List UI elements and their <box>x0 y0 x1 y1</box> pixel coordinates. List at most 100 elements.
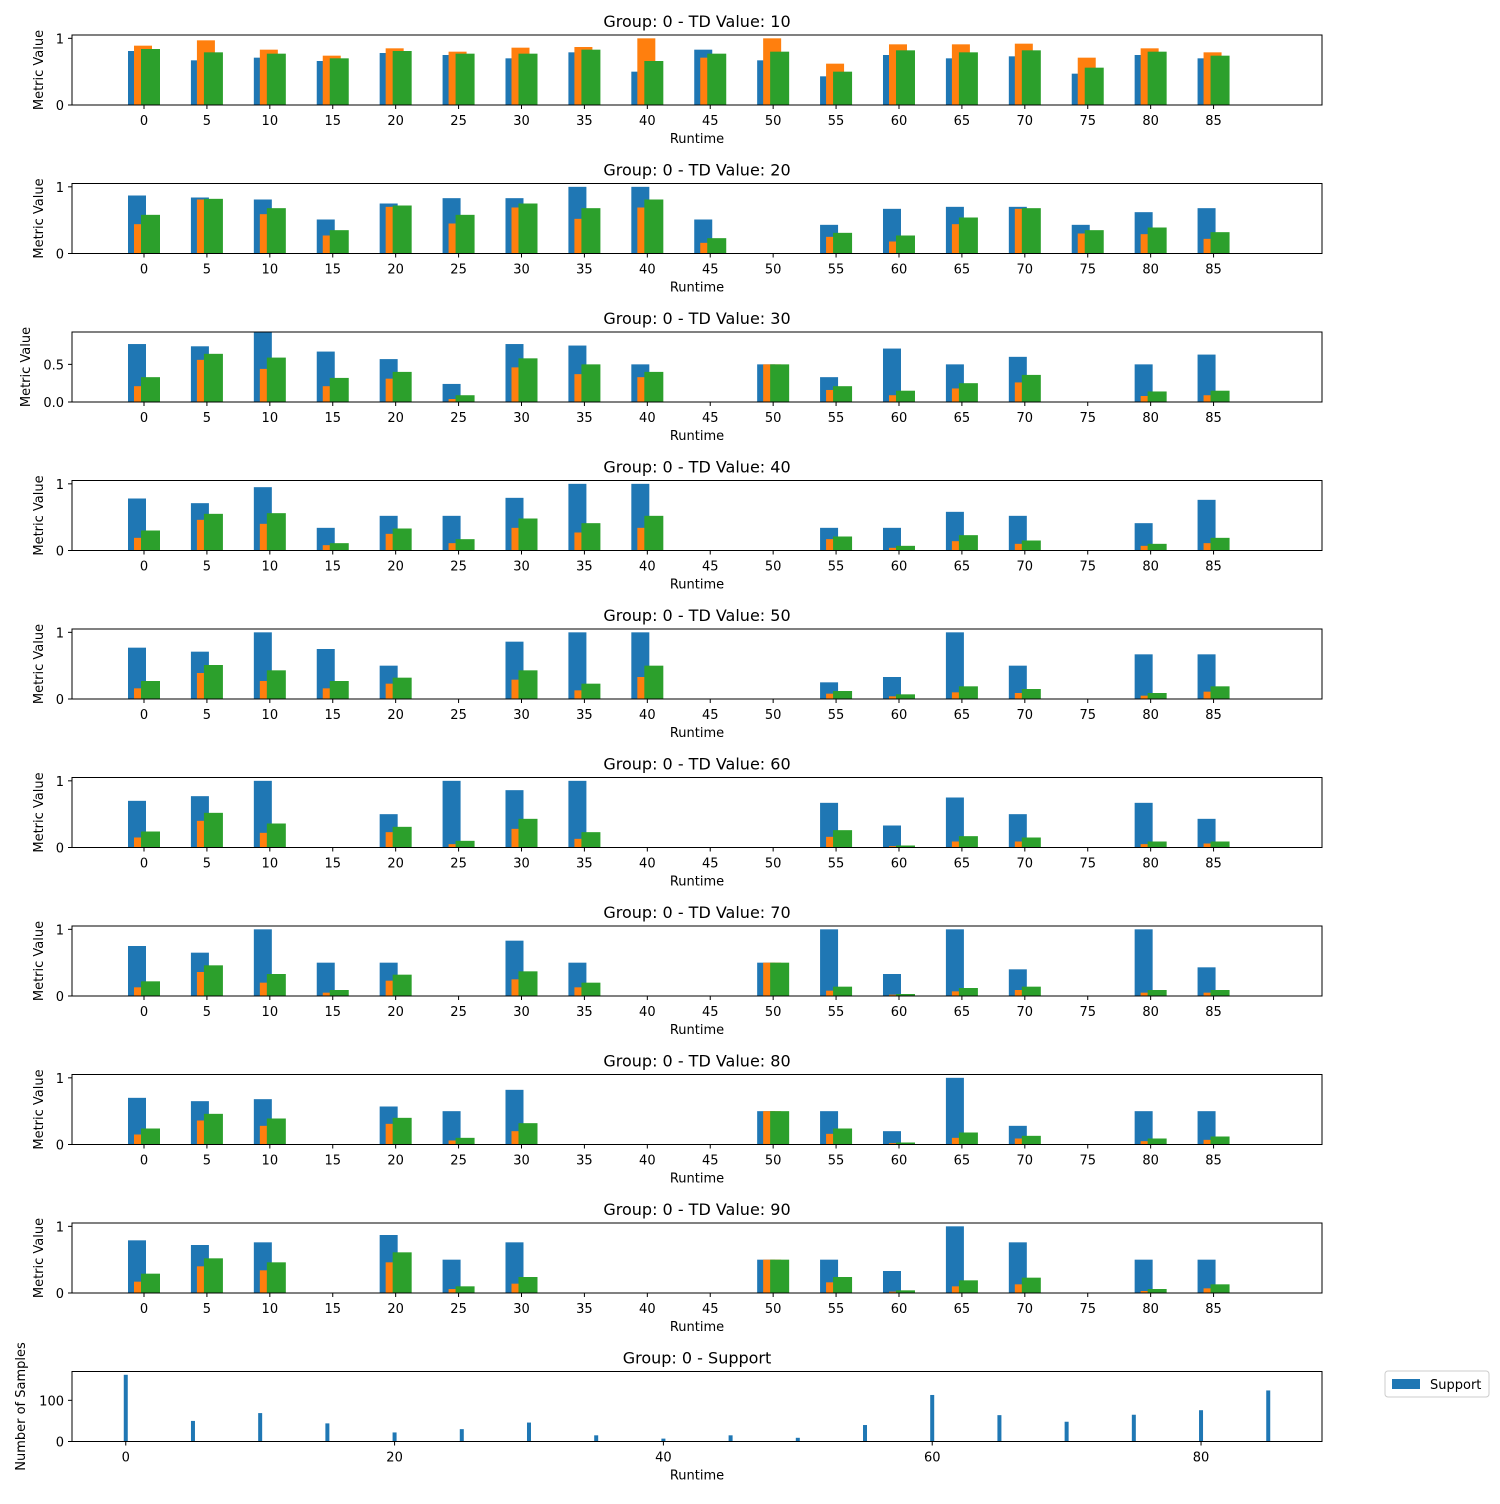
support-bar <box>997 1415 1002 1442</box>
bar-green <box>141 214 160 254</box>
x-tick-label: 55 <box>828 263 845 278</box>
bar-blue <box>882 677 901 699</box>
bar-blue <box>945 632 964 699</box>
bar-green <box>958 535 978 551</box>
x-tick-label: 75 <box>1079 1154 1096 1169</box>
x-tick-label: 5 <box>203 411 211 426</box>
x-tick-label: 70 <box>1017 560 1034 575</box>
support-bar <box>526 1422 531 1442</box>
x-axis-label: Runtime <box>670 578 724 593</box>
y-axis-label: Metric Value <box>32 178 47 258</box>
x-tick-label: 20 <box>386 1451 403 1466</box>
y-tick-label: 1 <box>56 923 64 938</box>
x-tick-label: 50 <box>765 1005 782 1020</box>
bar-green <box>392 1252 412 1293</box>
x-tick-label: 10 <box>262 1154 279 1169</box>
x-tick-label: 0 <box>140 411 148 426</box>
bar-green <box>518 1277 538 1293</box>
bar-green <box>958 686 978 699</box>
y-axis-label: Metric Value <box>19 327 34 407</box>
x-axis-label: Runtime <box>670 1469 724 1484</box>
x-tick-label: 85 <box>1205 560 1222 575</box>
x-tick-label: 30 <box>513 1154 530 1169</box>
x-tick-label: 85 <box>1205 263 1222 278</box>
bar-green <box>1147 227 1167 254</box>
x-tick-label: 85 <box>1205 857 1222 872</box>
x-tick-label: 85 <box>1205 1005 1222 1020</box>
y-tick-label: 100 <box>39 1394 64 1409</box>
bar-blue <box>945 797 964 848</box>
x-tick-label: 60 <box>891 1302 908 1317</box>
x-tick-label: 65 <box>954 708 971 723</box>
bar-green <box>833 986 853 996</box>
support-bar <box>392 1432 397 1442</box>
bar-green <box>455 840 475 848</box>
bar-green <box>329 990 349 996</box>
bar-green <box>958 1280 978 1293</box>
support-bar <box>190 1420 195 1442</box>
x-tick-label: 75 <box>1079 263 1096 278</box>
x-tick-label: 60 <box>891 708 908 723</box>
bar-blue <box>820 929 839 996</box>
x-tick-label: 10 <box>262 1302 279 1317</box>
bar-green <box>455 395 475 402</box>
bar-green <box>203 812 223 848</box>
bar-green <box>895 545 915 551</box>
bar-green <box>1147 1138 1167 1145</box>
x-tick-label: 70 <box>1017 411 1034 426</box>
x-tick-label: 35 <box>576 263 593 278</box>
bar-green <box>833 71 853 105</box>
bar-blue <box>1134 929 1153 996</box>
bar-green <box>518 670 538 699</box>
x-tick-label: 0 <box>140 114 148 129</box>
bar-green <box>1147 1289 1167 1293</box>
axes-frame <box>71 34 1323 106</box>
y-axis-label: Metric Value <box>32 30 47 110</box>
y-tick-label: 0 <box>56 248 64 263</box>
x-tick-label: 15 <box>324 263 341 278</box>
bar-green <box>581 982 601 996</box>
bar-green <box>392 528 412 551</box>
x-tick-label: 35 <box>576 1154 593 1169</box>
axes-frame <box>71 925 1323 997</box>
x-tick-label: 45 <box>702 1302 719 1317</box>
bar-green <box>1021 208 1041 254</box>
bar-green <box>770 1259 790 1293</box>
x-tick-label: 25 <box>450 1005 467 1020</box>
x-axis-label: Runtime <box>670 1172 724 1187</box>
x-tick-label: 55 <box>828 1005 845 1020</box>
x-tick-label: 55 <box>828 1154 845 1169</box>
x-tick-label: 55 <box>828 1302 845 1317</box>
x-tick-label: 80 <box>1142 263 1159 278</box>
x-tick-label: 40 <box>639 1005 656 1020</box>
x-tick-label: 5 <box>203 560 211 575</box>
x-tick-label: 25 <box>450 114 467 129</box>
bar-blue <box>1197 1111 1216 1145</box>
x-tick-label: 55 <box>828 411 845 426</box>
bar-green <box>203 965 223 996</box>
bar-blue <box>442 1259 461 1293</box>
x-tick-label: 50 <box>765 114 782 129</box>
y-tick-label: 0 <box>56 99 64 114</box>
x-tick-label: 80 <box>1142 114 1159 129</box>
bar-green <box>455 214 475 254</box>
x-tick-label: 45 <box>702 1154 719 1169</box>
x-tick-label: 25 <box>450 560 467 575</box>
bar-green <box>895 994 915 996</box>
bar-green <box>1084 67 1104 105</box>
bar-green <box>581 832 601 848</box>
bar-green <box>1021 1135 1041 1145</box>
bar-green <box>203 52 223 105</box>
axes-frame <box>71 183 1323 254</box>
bar-blue <box>1134 523 1153 551</box>
bar-green <box>329 230 349 254</box>
bar-green <box>518 971 538 996</box>
y-axis-label: Metric Value <box>32 1218 47 1298</box>
x-tick-label: 50 <box>765 1302 782 1317</box>
x-tick-label: 20 <box>387 263 404 278</box>
x-tick-label: 80 <box>1142 857 1159 872</box>
x-tick-label: 15 <box>324 114 341 129</box>
support-bar <box>1199 1410 1204 1442</box>
x-tick-label: 40 <box>655 1451 672 1466</box>
x-tick-label: 20 <box>387 1302 404 1317</box>
